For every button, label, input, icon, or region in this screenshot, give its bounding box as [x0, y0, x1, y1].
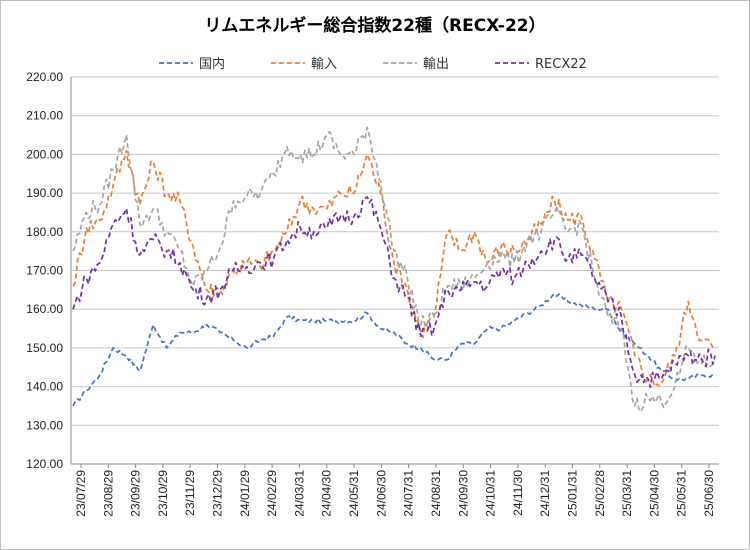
x-tick-label: 24/09/30	[456, 470, 470, 517]
y-tick-label: 200.00	[26, 147, 63, 161]
series-line-3	[72, 196, 716, 389]
x-tick-label: 25/03/31	[620, 470, 634, 517]
x-tick-label: 25/04/30	[647, 470, 661, 517]
legend-label: 輸出	[423, 57, 449, 72]
x-tick-label: 25/01/31	[565, 470, 579, 517]
legend-label: 国内	[199, 56, 225, 72]
x-tick-label: 24/11/30	[511, 470, 525, 516]
series-line-2	[72, 126, 716, 413]
x-tick-label: 23/07/29	[74, 470, 88, 517]
legend-label: 輸入	[311, 57, 337, 72]
x-tick-label: 25/05/31	[675, 470, 689, 517]
x-tick-label: 25/02/28	[593, 470, 607, 517]
series-lines	[72, 126, 716, 413]
y-tick-label: 140.00	[26, 380, 63, 394]
x-tick-label: 24/04/30	[320, 470, 334, 517]
x-tick-label: 24/01/29	[238, 470, 252, 517]
x-axis: 23/07/29 23/08/29 23/09/29 23/10/29 23/11/29…	[74, 464, 716, 517]
legend: 国内 輸入 輸出 RECX22	[159, 56, 587, 72]
y-tick-label: 160.00	[26, 302, 63, 316]
y-tick-label: 150.00	[26, 341, 63, 355]
y-tick-label: 210.00	[26, 109, 63, 123]
x-tick-label: 24/12/31	[538, 470, 552, 517]
x-tick-label: 25/06/30	[702, 470, 716, 517]
x-tick-label: 23/12/29	[211, 470, 225, 517]
x-tick-label: 23/09/29	[129, 470, 143, 517]
y-tick-label: 120.00	[26, 457, 63, 471]
x-tick-label: 24/07/31	[402, 470, 416, 517]
x-tick-label: 24/08/31	[429, 470, 443, 517]
y-tick-label: 130.00	[26, 418, 63, 432]
series-line-0	[72, 292, 716, 407]
x-tick-label: 23/08/29	[101, 470, 115, 517]
x-tick-label: 24/10/31	[484, 470, 498, 517]
x-tick-label: 23/10/29	[156, 470, 170, 517]
gridlines	[71, 76, 719, 465]
y-tick-label: 180.00	[26, 225, 63, 239]
x-tick-label: 24/02/29	[265, 470, 279, 517]
y-tick-label: 220.00	[26, 70, 63, 84]
x-tick-label: 24/03/31	[292, 470, 306, 517]
x-tick-label: 23/11/29	[183, 470, 197, 516]
y-axis: 120.00 130.00 140.00 150.00 160.00 170.00 180.…	[26, 70, 719, 471]
y-tick-label: 190.00	[26, 186, 63, 200]
x-tick-label: 24/05/31	[347, 470, 361, 517]
legend-label: RECX22	[535, 57, 587, 72]
chart-title: リムエネルギー総合指数22種（RECX-22）	[204, 15, 545, 36]
x-tick-label: 24/06/30	[374, 470, 388, 517]
series-line-1	[72, 149, 716, 388]
y-tick-label: 170.00	[26, 264, 63, 278]
